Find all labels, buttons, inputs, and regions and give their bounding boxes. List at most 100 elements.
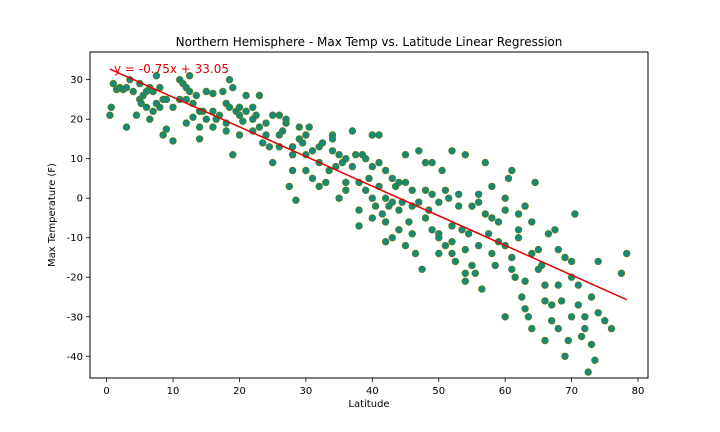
data-point — [418, 265, 426, 273]
data-point — [428, 226, 436, 234]
data-point — [342, 154, 350, 163]
data-point — [528, 218, 536, 226]
x-tick-label: 40 — [366, 386, 379, 397]
data-point — [169, 103, 177, 111]
data-point — [182, 119, 190, 127]
regression-equation-label: y = -0.75x + 33.05 — [114, 62, 229, 76]
data-point — [355, 206, 363, 214]
x-tick-label: 10 — [167, 386, 180, 397]
data-point — [269, 111, 277, 119]
data-point — [415, 198, 423, 206]
y-tick-label: -40 — [67, 352, 83, 363]
data-point — [461, 269, 469, 277]
data-point — [107, 103, 115, 111]
data-point — [521, 202, 529, 210]
data-point — [534, 245, 543, 254]
y-tick-label: 0 — [77, 194, 83, 205]
data-point — [421, 158, 430, 167]
data-point — [395, 226, 403, 234]
data-point — [269, 158, 277, 167]
data-point — [348, 162, 357, 171]
data-point — [508, 253, 516, 262]
data-point — [445, 194, 453, 202]
data-point — [448, 222, 456, 230]
data-point — [574, 301, 582, 309]
data-point — [365, 174, 373, 183]
data-point — [401, 178, 410, 187]
data-point — [239, 117, 247, 125]
data-point — [415, 147, 423, 155]
data-point — [368, 131, 376, 139]
y-tick-label: 10 — [70, 154, 83, 165]
data-point — [521, 277, 529, 285]
data-point — [421, 214, 430, 222]
data-point — [335, 194, 343, 202]
data-point — [541, 336, 549, 345]
data-point — [235, 103, 244, 111]
data-point — [557, 297, 566, 305]
data-point — [564, 336, 572, 345]
data-point — [219, 87, 227, 96]
data-point — [528, 324, 536, 333]
data-point — [375, 131, 383, 139]
data-point — [501, 313, 509, 321]
data-point — [514, 233, 523, 242]
y-tick-label: -10 — [67, 233, 83, 244]
data-point — [388, 198, 396, 206]
y-tick-label: -30 — [67, 312, 83, 323]
x-tick-label: 60 — [499, 386, 512, 397]
data-point — [617, 269, 626, 277]
data-point — [162, 125, 171, 133]
data-point — [488, 182, 496, 191]
data-point — [401, 150, 410, 159]
data-point — [149, 107, 157, 115]
data-point — [302, 166, 310, 175]
x-tick-label: 70 — [565, 386, 578, 397]
data-point — [195, 135, 204, 143]
data-point — [285, 182, 293, 191]
data-point — [156, 103, 164, 111]
data-point — [461, 277, 469, 285]
data-point — [421, 186, 430, 194]
x-axis-ticks: 0 10 20 30 40 50 60 70 80 — [103, 378, 644, 397]
data-point — [298, 139, 307, 147]
data-point — [561, 253, 569, 262]
data-point — [594, 309, 602, 317]
data-point — [511, 273, 519, 281]
data-point — [109, 79, 117, 88]
data-point — [255, 123, 264, 131]
data-point — [551, 226, 559, 234]
data-point — [508, 265, 516, 273]
data-point — [368, 214, 376, 222]
data-point — [435, 198, 443, 206]
data-point — [405, 218, 413, 226]
data-point — [242, 107, 250, 115]
data-point — [189, 113, 197, 121]
data-point — [275, 131, 283, 139]
data-point — [225, 75, 234, 84]
data-point — [242, 91, 250, 100]
plot-area — [90, 52, 648, 378]
data-point — [388, 233, 396, 242]
chart-title: Northern Hemisphere - Max Temp vs. Latit… — [176, 35, 563, 49]
data-point — [229, 83, 237, 92]
data-point — [308, 174, 317, 183]
data-point — [342, 186, 350, 194]
data-point — [328, 147, 337, 155]
data-point — [607, 324, 616, 333]
data-point — [209, 89, 217, 98]
data-point — [222, 127, 230, 135]
data-point — [362, 154, 370, 163]
data-point — [192, 91, 200, 100]
data-point — [491, 261, 499, 270]
data-point — [541, 281, 549, 289]
x-tick-label: 30 — [300, 386, 313, 397]
data-point — [441, 186, 450, 194]
data-point — [265, 143, 274, 151]
data-point — [587, 340, 596, 349]
data-point — [461, 150, 469, 159]
data-point — [554, 281, 562, 289]
data-point — [481, 210, 489, 218]
data-point — [435, 233, 443, 242]
data-point — [288, 166, 297, 175]
